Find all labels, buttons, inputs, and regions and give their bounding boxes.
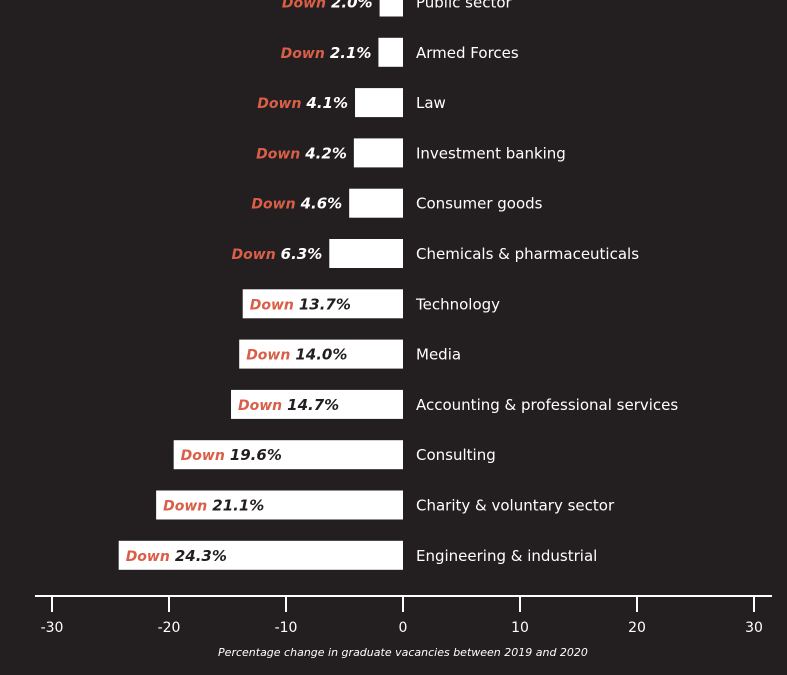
- bar-3: [353, 138, 403, 168]
- category-label-0: Public sector: [416, 0, 513, 12]
- value-text-5: 6.3%: [281, 245, 323, 263]
- x-tick-label-5: 20: [628, 620, 646, 636]
- category-label-10: Charity & voluntary sector: [416, 497, 615, 515]
- category-label-8: Accounting & professional services: [416, 396, 678, 414]
- value-label-4: Down 4.6%: [251, 195, 342, 213]
- value-text-3: 4.2%: [304, 144, 347, 162]
- value-text-6: 13.7%: [299, 295, 351, 313]
- bar-2: [355, 88, 403, 118]
- value-label-5: Down 6.3%: [232, 245, 323, 263]
- category-label-3: Investment banking: [416, 144, 566, 162]
- bar-4: [349, 188, 403, 218]
- x-tick-label-6: 30: [745, 620, 763, 636]
- down-word-3: Down: [256, 146, 300, 162]
- bar-10: [156, 490, 403, 520]
- value-label-9: Down 19.6%: [181, 446, 282, 464]
- category-label-6: Technology: [415, 295, 500, 313]
- value-text-10: 21.1%: [212, 497, 264, 515]
- value-text-11: 24.3%: [175, 547, 227, 565]
- value-label-11: Down 24.3%: [126, 547, 227, 565]
- x-tick-label-2: -10: [275, 620, 298, 636]
- category-label-2: Law: [416, 94, 446, 112]
- value-text-1: 2.1%: [330, 44, 372, 62]
- bar-1: [378, 37, 403, 67]
- x-tick-label-3: 0: [399, 620, 408, 636]
- value-text-9: 19.6%: [230, 446, 282, 464]
- value-text-7: 14.0%: [295, 346, 347, 364]
- down-word-6: Down: [250, 297, 294, 313]
- down-word-2: Down: [257, 96, 301, 112]
- down-word-10: Down: [163, 499, 207, 515]
- down-word-5: Down: [232, 247, 276, 263]
- bar-9: [173, 440, 403, 470]
- labels-layer: Public sector Down 2.0% Armed Forces Down 2.1…: [126, 0, 679, 565]
- value-text-0: 2.0%: [331, 0, 373, 12]
- category-label-11: Engineering & industrial: [416, 547, 597, 565]
- down-word-9: Down: [181, 448, 225, 464]
- bar-8: [231, 389, 403, 419]
- value-label-8: Down 14.7%: [238, 396, 339, 414]
- value-label-1: Down 2.1%: [281, 44, 372, 62]
- value-label-10: Down 21.1%: [163, 497, 264, 515]
- value-label-6: Down 13.7%: [250, 295, 351, 313]
- x-tick-label-1: -20: [158, 620, 181, 636]
- x-tick-label-4: 10: [511, 620, 529, 636]
- value-label-0: Down 2.0%: [282, 0, 373, 12]
- x-axis: -30 -20 -10 0 10 20 30: [35, 595, 772, 636]
- down-word-4: Down: [251, 197, 295, 213]
- x-tick-label-0: -30: [41, 620, 64, 636]
- category-label-5: Chemicals & pharmaceuticals: [416, 245, 639, 263]
- bar-7: [239, 339, 403, 369]
- value-label-3: Down 4.2%: [256, 144, 347, 162]
- bar-6: [242, 289, 403, 319]
- value-label-2: Down 4.1%: [257, 94, 348, 112]
- bar-5: [329, 239, 403, 268]
- down-word-0: Down: [282, 0, 326, 12]
- value-label-7: Down 14.0%: [246, 346, 347, 364]
- value-text-4: 4.6%: [300, 195, 343, 213]
- bars-layer: [118, 0, 403, 570]
- down-word-7: Down: [246, 348, 290, 364]
- value-text-8: 14.7%: [287, 396, 339, 414]
- down-word-11: Down: [126, 549, 170, 565]
- bar-11: [118, 540, 403, 570]
- category-label-9: Consulting: [416, 446, 496, 464]
- category-label-7: Media: [416, 346, 461, 364]
- category-label-4: Consumer goods: [416, 195, 543, 213]
- x-axis-title: Percentage change in graduate vacancies …: [218, 646, 588, 659]
- down-word-8: Down: [238, 398, 282, 414]
- down-word-1: Down: [281, 46, 325, 62]
- value-text-2: 4.1%: [305, 94, 348, 112]
- bar-0: [379, 0, 403, 17]
- category-label-1: Armed Forces: [416, 44, 519, 62]
